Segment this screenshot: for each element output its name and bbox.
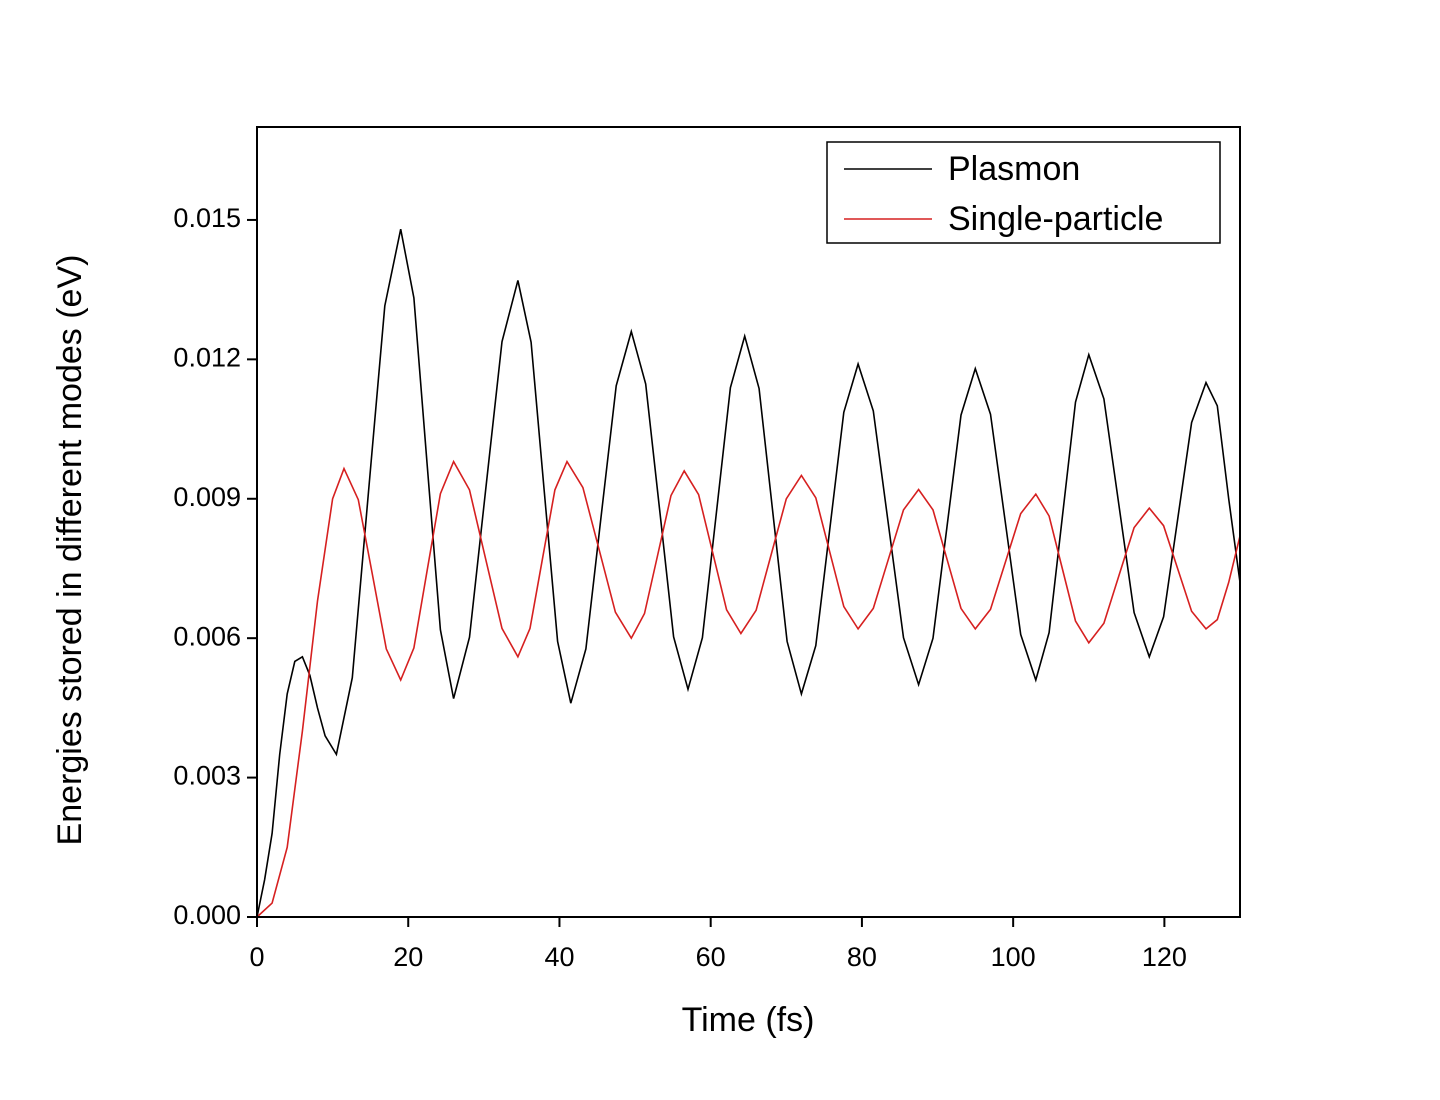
x-tick-label: 20: [393, 942, 423, 972]
y-tick-label: 0.006: [173, 621, 241, 651]
x-axis-label: Time (fs): [682, 1001, 815, 1039]
series-line: [256, 459, 1241, 918]
legend-label: Plasmon: [948, 150, 1080, 188]
plot-frame: [256, 126, 1241, 918]
legend-label: Single-particle: [948, 200, 1163, 238]
x-tick-label: 80: [847, 942, 877, 972]
y-axis-label: Energies stored in different modes (eV): [51, 255, 89, 846]
series-line: [256, 229, 1241, 918]
x-tick-label: 100: [991, 942, 1036, 972]
y-tick-label: 0.012: [173, 342, 241, 372]
x-tick-label: 40: [544, 942, 574, 972]
x-tick-label: 120: [1142, 942, 1187, 972]
y-tick-label: 0.000: [173, 900, 241, 930]
y-tick-label: 0.003: [173, 761, 241, 791]
x-tick-label: 0: [249, 942, 264, 972]
y-tick-label: 0.009: [173, 482, 241, 512]
y-tick-label: 0.015: [173, 203, 241, 233]
legend-box: [826, 141, 1221, 244]
x-tick-label: 60: [696, 942, 726, 972]
